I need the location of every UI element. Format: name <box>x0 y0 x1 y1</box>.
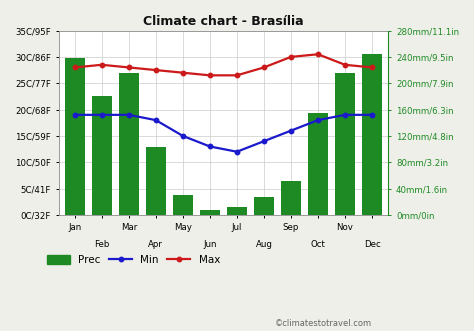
Title: Climate chart - Brasília: Climate chart - Brasília <box>143 15 304 28</box>
Bar <box>200 210 220 215</box>
Bar <box>362 54 382 215</box>
Bar <box>118 73 139 215</box>
Text: Jun: Jun <box>203 240 217 249</box>
Bar <box>335 73 355 215</box>
Bar <box>227 207 247 215</box>
Bar <box>254 197 274 215</box>
Text: ©climatestotravel.com: ©climatestotravel.com <box>275 319 372 328</box>
Text: Aug: Aug <box>255 240 273 249</box>
Bar <box>308 113 328 215</box>
Bar <box>173 195 193 215</box>
Legend: Prec, Min, Max: Prec, Min, Max <box>47 255 220 265</box>
Text: Oct: Oct <box>310 240 326 249</box>
Text: Apr: Apr <box>148 240 163 249</box>
Text: Feb: Feb <box>94 240 109 249</box>
Bar <box>64 58 85 215</box>
Bar <box>146 147 166 215</box>
Bar <box>281 181 301 215</box>
Bar <box>91 96 112 215</box>
Text: Dec: Dec <box>364 240 381 249</box>
